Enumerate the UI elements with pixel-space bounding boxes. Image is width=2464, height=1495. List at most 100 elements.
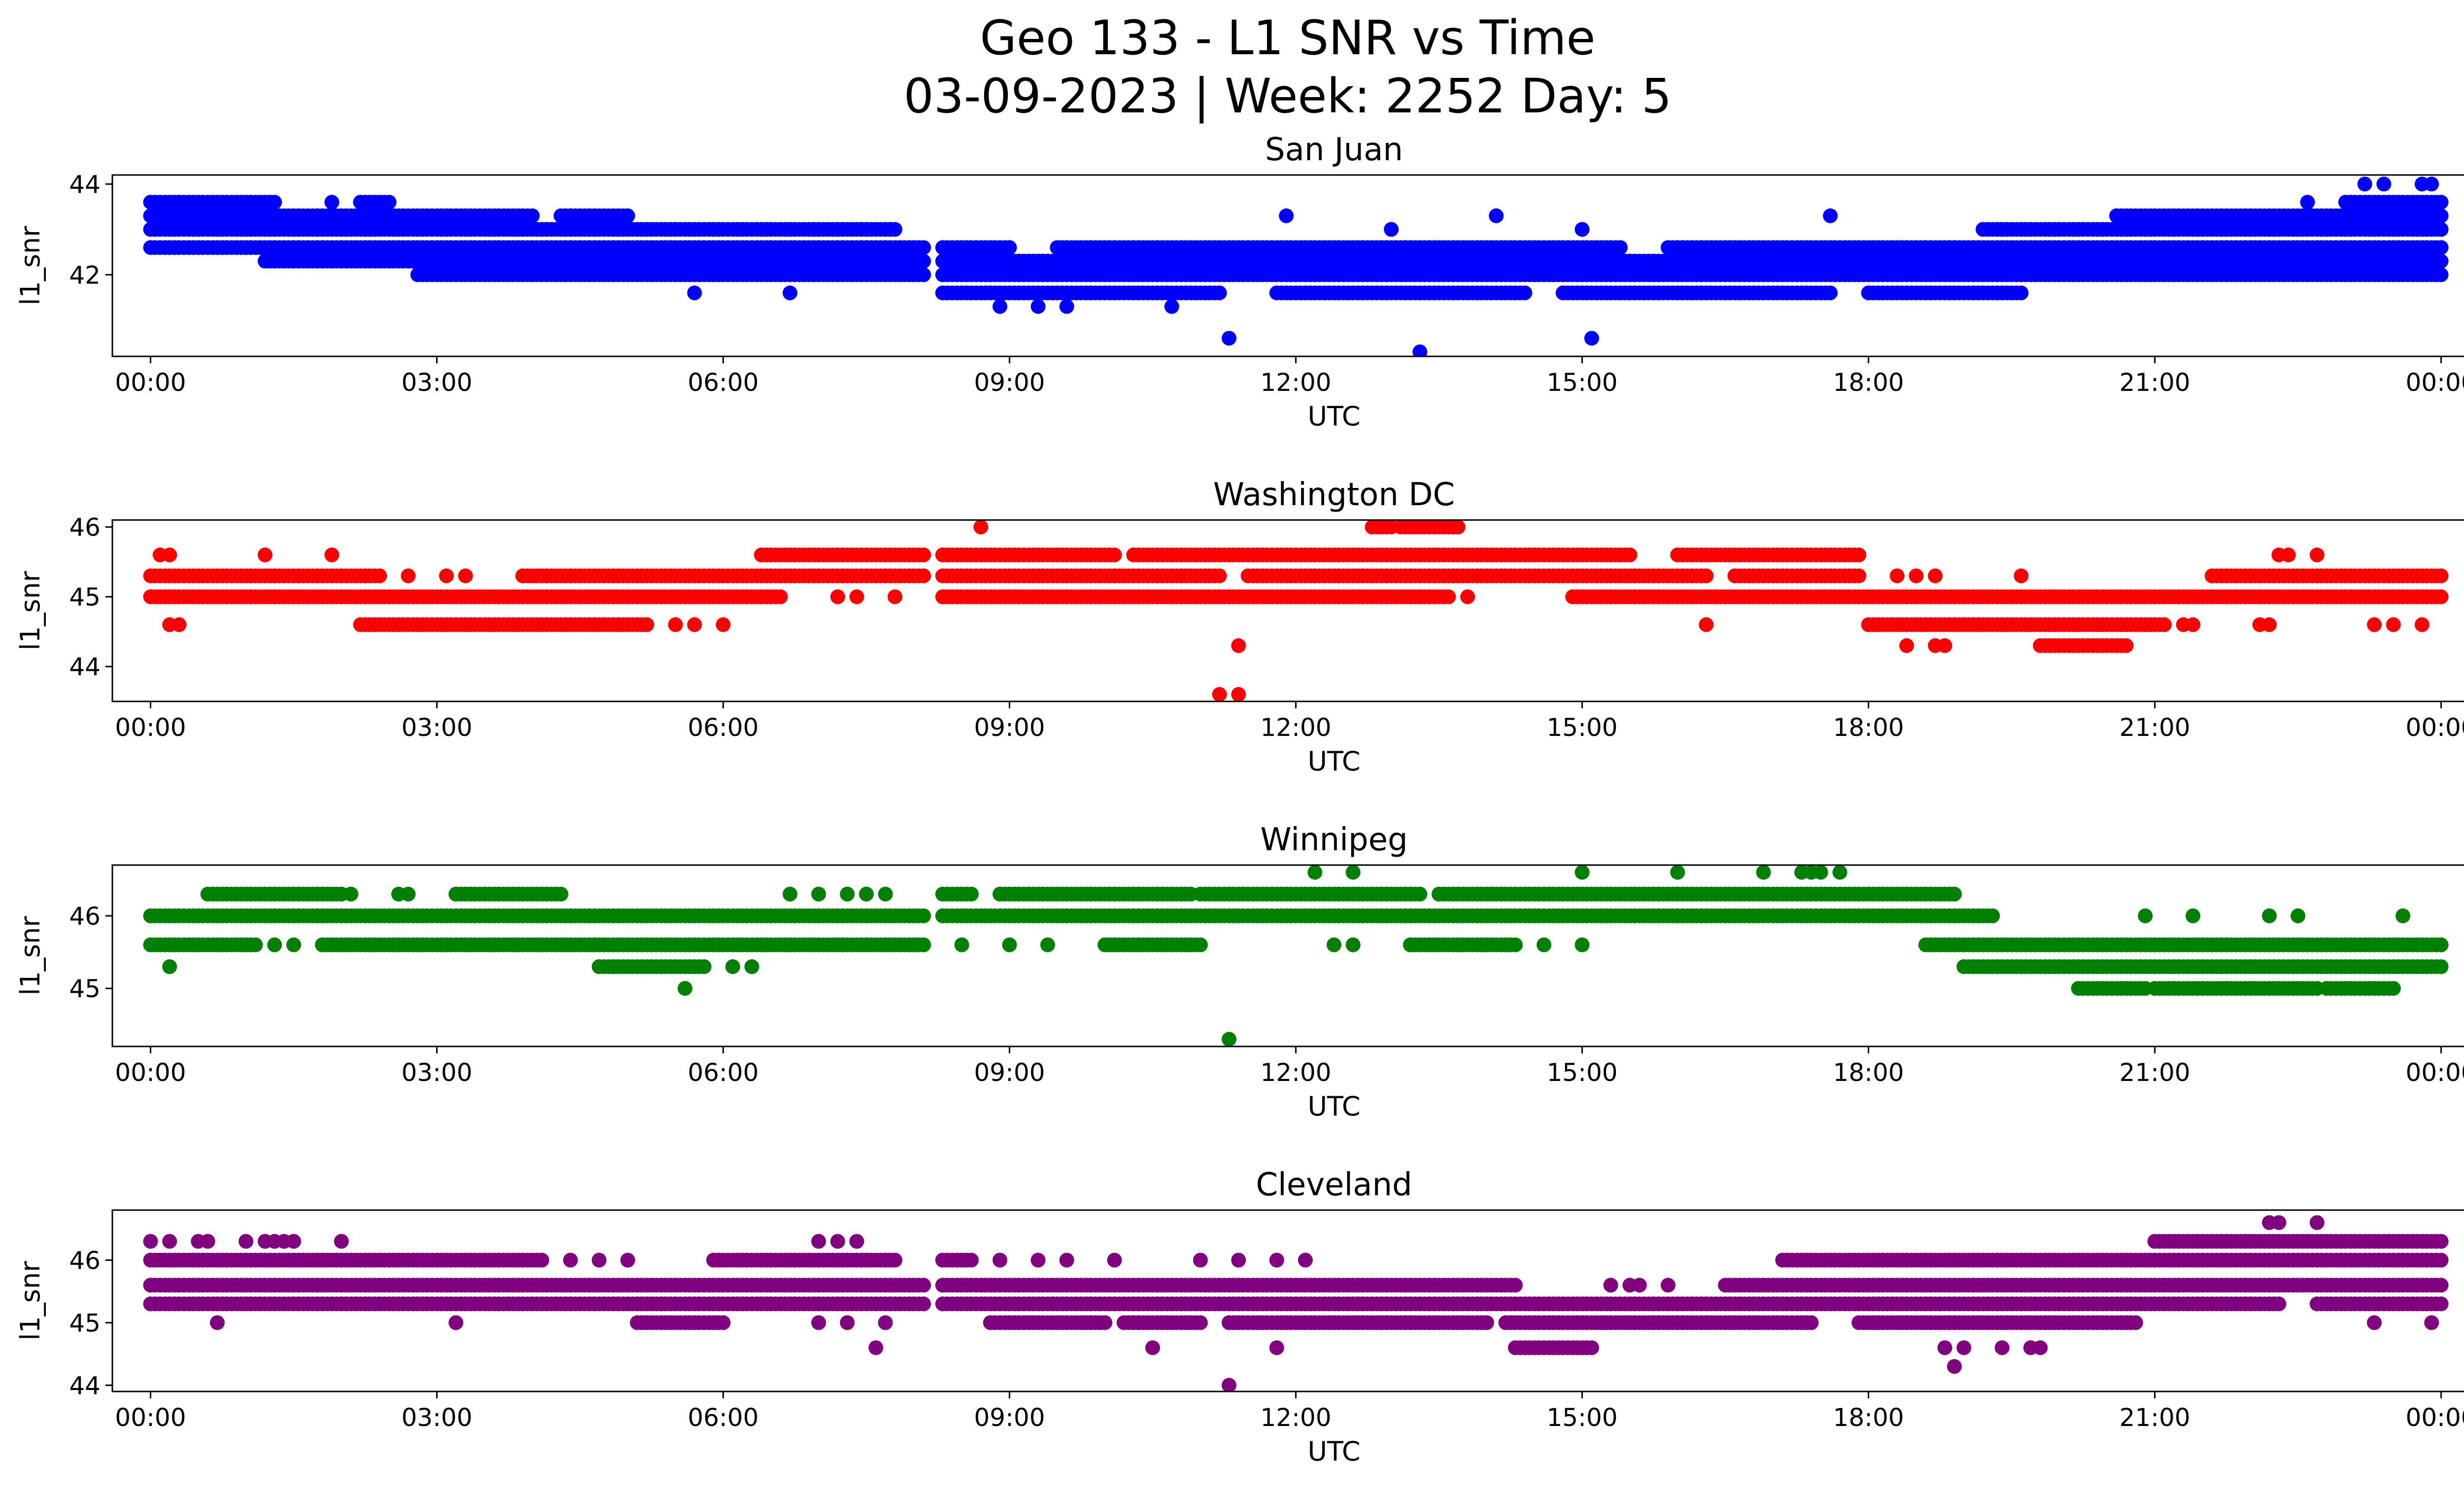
data-point (1307, 865, 1323, 880)
data-point (1279, 589, 1294, 604)
data-point (1279, 208, 1294, 223)
axes-frame (111, 864, 2464, 1047)
axes-frame (111, 519, 2464, 702)
x-tick-label: 21:00 (2120, 1058, 2190, 1087)
data-point (811, 886, 826, 902)
data-point (439, 568, 454, 584)
data-point (1317, 589, 1332, 604)
data-point (840, 886, 855, 902)
data-point (696, 959, 712, 974)
data-point (1823, 285, 1838, 301)
data-point (553, 886, 569, 902)
data-point (324, 547, 340, 562)
data-point (716, 617, 731, 632)
y-tick-label: 45 (69, 583, 101, 612)
data-point (1832, 865, 1848, 880)
data-point (1222, 331, 1236, 346)
data-point (2156, 617, 2172, 632)
data-point (1107, 547, 1122, 562)
data-point (2386, 617, 2401, 632)
data-point (1899, 638, 1914, 653)
data-point (992, 299, 1008, 314)
y-tick-label: 45 (69, 974, 101, 1003)
data-point (1508, 937, 1523, 952)
x-tick-label: 03:00 (401, 368, 472, 397)
data-point (2119, 638, 2134, 653)
x-tick-label: 15:00 (1547, 713, 1618, 742)
data-point (973, 520, 989, 535)
data-point (1947, 886, 1962, 902)
data-point (783, 886, 798, 902)
data-point (2281, 547, 2296, 562)
data-point (381, 195, 397, 210)
x-tick-label: 00:00 (115, 1058, 186, 1087)
data-point (1345, 865, 1361, 880)
data-point (401, 886, 416, 902)
data-point (2014, 285, 2029, 301)
data-point (1164, 299, 1179, 314)
data-point (2300, 195, 2315, 210)
data-point (916, 253, 931, 269)
data-point (2367, 617, 2382, 632)
x-tick-label: 09:00 (974, 1058, 1045, 1087)
data-point (2433, 208, 2449, 223)
x-tick-label: 03:00 (401, 1058, 472, 1087)
data-points (143, 176, 2449, 356)
data-point (2433, 1234, 2449, 1249)
data-point (2433, 195, 2449, 210)
x-tick-label: 12:00 (1260, 713, 1331, 742)
data-point (1384, 222, 1399, 237)
y-tick-label: 44 (69, 170, 101, 199)
data-point (1040, 937, 1055, 952)
data-point (1622, 547, 1638, 562)
data-point (2291, 908, 2306, 923)
data-point (916, 240, 931, 255)
data-point (964, 886, 979, 902)
figure-title: Geo 133 - L1 SNR vs Time 03-09-2023 | We… (0, 9, 2464, 125)
data-points (143, 1215, 2449, 1391)
data-point (2433, 1252, 2449, 1268)
data-point (1489, 208, 1504, 223)
data-point (668, 617, 683, 632)
data-point (859, 886, 874, 902)
data-point (2376, 176, 2392, 192)
data-point (1699, 617, 1714, 632)
data-point (171, 617, 187, 632)
data-point (830, 589, 845, 604)
data-point (1193, 937, 1208, 952)
y-tick-label: 44 (69, 653, 101, 681)
data-point (1851, 547, 1867, 562)
x-axis-label: UTC (1307, 1091, 1360, 1122)
data-point (2396, 908, 2411, 923)
data-point (525, 208, 540, 223)
data-point (2433, 959, 2449, 974)
data-points (143, 520, 2449, 701)
figure-title-line2: 03-09-2023 | Week: 2252 Day: 5 (903, 69, 1672, 124)
data-point (1670, 865, 1685, 880)
data-point (687, 617, 702, 632)
data-point (888, 589, 903, 604)
data-point (458, 568, 473, 584)
data-point (2014, 568, 2029, 584)
data-point (954, 937, 969, 952)
data-point (1441, 589, 1456, 604)
data-point (1002, 240, 1017, 255)
data-point (2433, 568, 2449, 584)
data-point (353, 195, 368, 210)
x-tick-label: 09:00 (974, 713, 1045, 742)
data-point (1937, 638, 1952, 653)
y-axis-label: l1_snr (15, 571, 46, 651)
data-point (725, 959, 740, 974)
data-point (1584, 331, 1599, 346)
data-point (1260, 589, 1275, 604)
data-points (143, 865, 2449, 1046)
x-tick-label: 00:00 (2406, 1058, 2464, 1087)
data-point (1345, 589, 1361, 604)
data-point (1613, 240, 1628, 255)
data-point (257, 547, 273, 562)
data-point (2386, 240, 2401, 255)
data-point (2424, 176, 2439, 192)
